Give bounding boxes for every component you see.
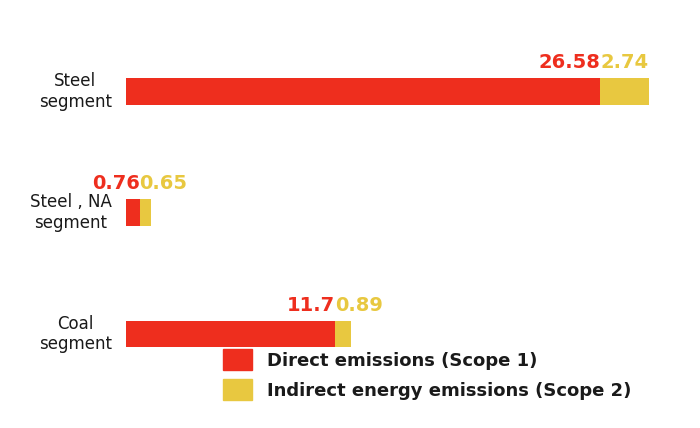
Bar (126, 321, 335, 347)
Bar (126, 78, 600, 105)
Text: 0.89: 0.89 (335, 295, 383, 315)
Legend: Direct emissions (Scope 1), Indirect energy emissions (Scope 2): Direct emissions (Scope 1), Indirect ene… (218, 344, 636, 405)
Bar (126, 199, 139, 226)
Bar (600, 78, 649, 105)
Text: 0.65: 0.65 (139, 174, 188, 193)
Text: 26.58: 26.58 (538, 53, 600, 72)
Text: Steel
segment: Steel segment (38, 72, 112, 111)
Bar (335, 321, 351, 347)
Text: 11.7: 11.7 (286, 295, 335, 315)
Text: 0.76: 0.76 (92, 174, 139, 193)
Text: Steel , NA
segment: Steel , NA segment (30, 193, 112, 232)
Text: Coal
segment: Coal segment (38, 315, 112, 353)
Text: 2.74: 2.74 (600, 53, 648, 72)
Bar (139, 199, 151, 226)
